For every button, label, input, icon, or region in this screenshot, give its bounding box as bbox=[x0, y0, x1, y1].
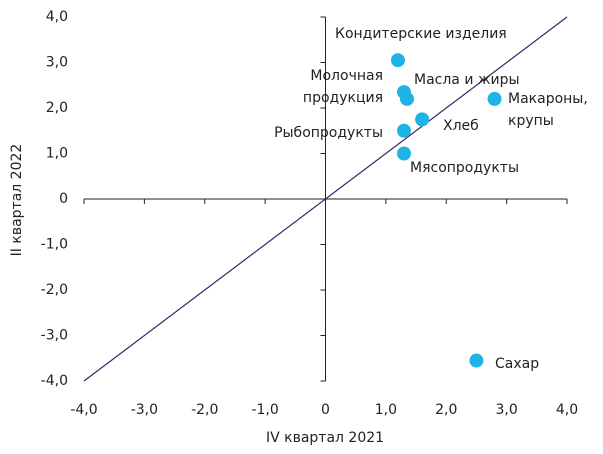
y-axis-title: II квартал 2022 bbox=[9, 144, 25, 257]
y-tick-label: 2,0 bbox=[46, 100, 68, 116]
point-label: Сахар bbox=[495, 356, 539, 372]
point bbox=[396, 146, 411, 161]
y-tick-label: 1,0 bbox=[46, 146, 68, 162]
y-tick-label: -4,0 bbox=[41, 373, 68, 389]
x-axis-title: IV квартал 2021 bbox=[266, 430, 384, 446]
x-tick-label: 1,0 bbox=[375, 402, 397, 418]
point bbox=[487, 91, 502, 106]
point-label: Мясопродукты bbox=[410, 160, 519, 176]
point bbox=[396, 123, 411, 138]
y-tick-label: 3,0 bbox=[46, 55, 68, 71]
point-label: продукция bbox=[303, 90, 383, 106]
x-tick-label: 0 bbox=[321, 402, 330, 418]
point-label: Молочная bbox=[310, 68, 383, 84]
y-tick-label: -2,0 bbox=[41, 282, 68, 298]
point-label: крупы bbox=[508, 113, 554, 129]
point-label: Макароны, bbox=[508, 91, 588, 107]
point bbox=[415, 112, 430, 127]
y-tick-label: -3,0 bbox=[41, 328, 68, 344]
y-tick-label: 0 bbox=[59, 191, 68, 207]
point-label: Хлеб bbox=[443, 118, 479, 134]
point-label: Кондитерские изделия bbox=[335, 26, 507, 42]
x-tick-label: 3,0 bbox=[495, 402, 517, 418]
x-tick-label: -3,0 bbox=[131, 402, 158, 418]
y-tick-label: -1,0 bbox=[41, 237, 68, 253]
y-tick-label: 4,0 bbox=[46, 9, 68, 25]
point bbox=[469, 353, 484, 368]
x-tick-label: -2,0 bbox=[191, 402, 218, 418]
x-tick-label: 2,0 bbox=[435, 402, 457, 418]
x-tick-label: -1,0 bbox=[251, 402, 278, 418]
diagonal bbox=[83, 16, 568, 382]
point-label: Масла и жиры bbox=[414, 72, 520, 88]
point bbox=[390, 53, 405, 68]
point bbox=[400, 91, 415, 106]
x-tick-label: -4,0 bbox=[70, 402, 97, 418]
point-label: Рыбопродукты bbox=[274, 125, 383, 141]
x-tick-label: 4,0 bbox=[556, 402, 578, 418]
